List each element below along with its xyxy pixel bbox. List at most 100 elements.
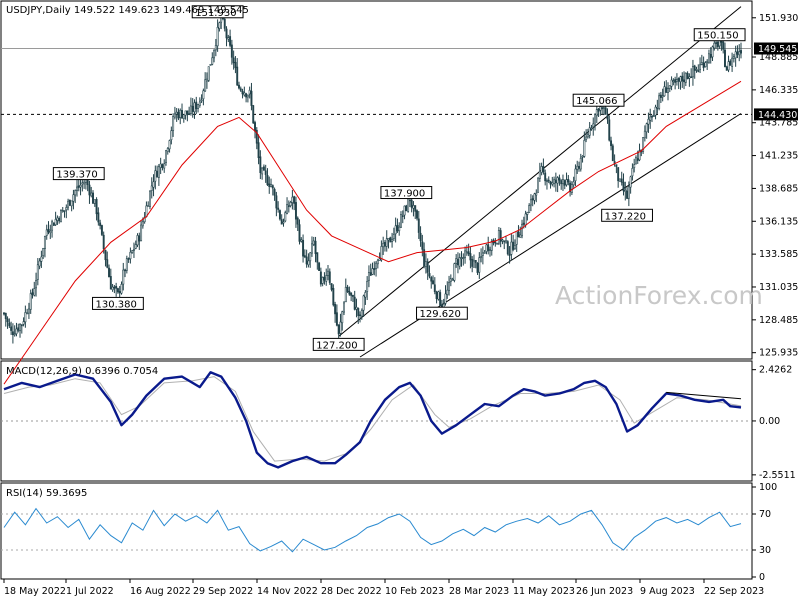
price-tick-label: 131.035 — [759, 282, 798, 293]
candle — [494, 237, 497, 247]
candle — [209, 64, 212, 66]
current-price-badge — [754, 42, 798, 55]
candle — [289, 200, 292, 208]
candle — [327, 265, 329, 281]
macd-tick-label: -2.5511 — [759, 470, 796, 481]
candle — [257, 134, 260, 165]
candle — [218, 21, 221, 32]
price-axis: 151.930 148.885 146.335 143.785 141.235 138.6… — [752, 13, 798, 359]
candle — [67, 198, 70, 211]
candle — [79, 178, 82, 196]
candle — [287, 200, 290, 213]
candle — [677, 77, 680, 90]
candle — [487, 236, 490, 255]
macd-panel-title: MACD(12,26,9) 0.6396 0.7054 — [6, 366, 158, 377]
candle — [40, 250, 43, 268]
candle — [35, 272, 38, 297]
candle — [29, 289, 32, 314]
candle — [478, 252, 481, 279]
svg-text:127.200: 127.200 — [316, 340, 357, 351]
candle — [339, 313, 342, 337]
candle — [553, 176, 556, 188]
candle — [512, 234, 515, 252]
candle — [569, 180, 572, 197]
candle — [330, 283, 333, 292]
candle — [97, 207, 100, 226]
macd-tick-label: 0.00 — [759, 416, 780, 427]
candle — [373, 261, 376, 276]
candle — [672, 78, 675, 86]
candle — [104, 249, 107, 267]
candle — [150, 177, 153, 199]
candle — [3, 311, 5, 316]
candle — [15, 322, 18, 337]
candle — [296, 216, 299, 231]
candle — [529, 194, 532, 212]
candle — [430, 275, 433, 289]
candle — [592, 117, 595, 136]
price-panel-title: USDJPY,Daily 149.522 149.623 149.469 149… — [6, 5, 249, 16]
candle — [65, 204, 68, 219]
candle — [278, 209, 281, 221]
candle — [248, 86, 251, 99]
candle — [325, 268, 328, 286]
candle — [6, 316, 9, 329]
candle — [344, 278, 347, 303]
candle — [695, 66, 698, 73]
price-label: 137.220 — [601, 208, 653, 222]
candle — [392, 227, 395, 242]
candle — [513, 239, 516, 250]
price-tick-label: 136.135 — [759, 216, 798, 227]
candle — [115, 282, 118, 297]
candle — [663, 81, 666, 97]
candle — [686, 71, 689, 80]
candle — [76, 178, 78, 197]
candle — [506, 240, 509, 256]
date-axis: 18 May 2022 1 Jul 2022 16 Aug 2022 29 Sep 2… — [3, 579, 764, 597]
candle — [236, 58, 239, 87]
candle — [567, 175, 570, 186]
candle — [234, 56, 237, 74]
candle — [43, 235, 46, 258]
candle — [116, 287, 119, 294]
candle — [446, 281, 449, 299]
candle — [195, 96, 198, 115]
candle — [10, 321, 13, 335]
candle — [321, 276, 324, 287]
candle — [424, 253, 427, 274]
candle — [343, 301, 345, 316]
candle — [305, 249, 308, 268]
candle — [435, 290, 438, 304]
candle — [627, 181, 630, 207]
candle — [638, 143, 641, 162]
candle — [17, 323, 20, 333]
candle — [367, 265, 370, 288]
candle — [246, 94, 249, 103]
price-tick-label: 148.885 — [759, 52, 798, 63]
candle — [179, 108, 182, 125]
svg-text:145.066: 145.066 — [576, 96, 617, 107]
candle — [700, 54, 703, 66]
date-label: 9 Aug 2023 — [640, 586, 695, 597]
candle — [252, 104, 255, 124]
candle — [544, 169, 547, 186]
candle — [159, 157, 162, 175]
candle — [583, 131, 586, 158]
candle — [403, 205, 406, 220]
candle — [136, 233, 139, 248]
candle — [722, 40, 725, 54]
candle — [531, 195, 534, 207]
candle — [433, 277, 436, 295]
candle — [298, 219, 301, 245]
candle — [394, 217, 397, 243]
candle — [100, 224, 103, 237]
candle — [122, 262, 125, 291]
candle — [193, 99, 196, 119]
candle — [474, 260, 477, 269]
candle — [597, 107, 600, 117]
candle — [261, 167, 264, 180]
candle — [225, 26, 228, 47]
candle — [168, 139, 171, 153]
candle — [588, 122, 591, 139]
